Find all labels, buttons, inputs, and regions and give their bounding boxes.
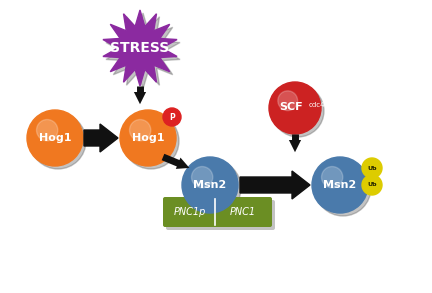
Circle shape — [312, 157, 368, 213]
Text: Hog1: Hog1 — [39, 133, 71, 143]
Text: cdc4: cdc4 — [309, 102, 325, 108]
Polygon shape — [103, 10, 177, 86]
Circle shape — [182, 157, 238, 213]
Circle shape — [163, 108, 181, 126]
Polygon shape — [240, 171, 310, 199]
Circle shape — [120, 110, 176, 166]
Circle shape — [185, 160, 241, 216]
Circle shape — [37, 120, 58, 141]
Circle shape — [321, 166, 343, 188]
Circle shape — [27, 110, 83, 166]
Text: Msn2: Msn2 — [324, 180, 357, 190]
Circle shape — [269, 82, 321, 134]
Text: Ub: Ub — [367, 183, 377, 188]
Text: STRESS: STRESS — [110, 41, 170, 55]
Circle shape — [30, 113, 86, 169]
Circle shape — [123, 113, 179, 169]
Circle shape — [362, 175, 382, 195]
Polygon shape — [106, 13, 180, 89]
Circle shape — [272, 85, 324, 137]
FancyBboxPatch shape — [166, 200, 275, 230]
Circle shape — [315, 160, 371, 216]
Circle shape — [362, 158, 382, 178]
Circle shape — [278, 91, 298, 110]
Text: SCF: SCF — [279, 102, 303, 112]
Circle shape — [130, 120, 151, 141]
Text: PNC1: PNC1 — [229, 207, 256, 217]
Polygon shape — [84, 124, 118, 152]
Text: Msn2: Msn2 — [194, 180, 227, 190]
Circle shape — [191, 166, 213, 188]
FancyBboxPatch shape — [163, 197, 272, 227]
Text: P: P — [169, 113, 175, 122]
Text: Hog1: Hog1 — [132, 133, 164, 143]
Text: Ub: Ub — [367, 166, 377, 171]
Text: PNC1p: PNC1p — [174, 207, 206, 217]
